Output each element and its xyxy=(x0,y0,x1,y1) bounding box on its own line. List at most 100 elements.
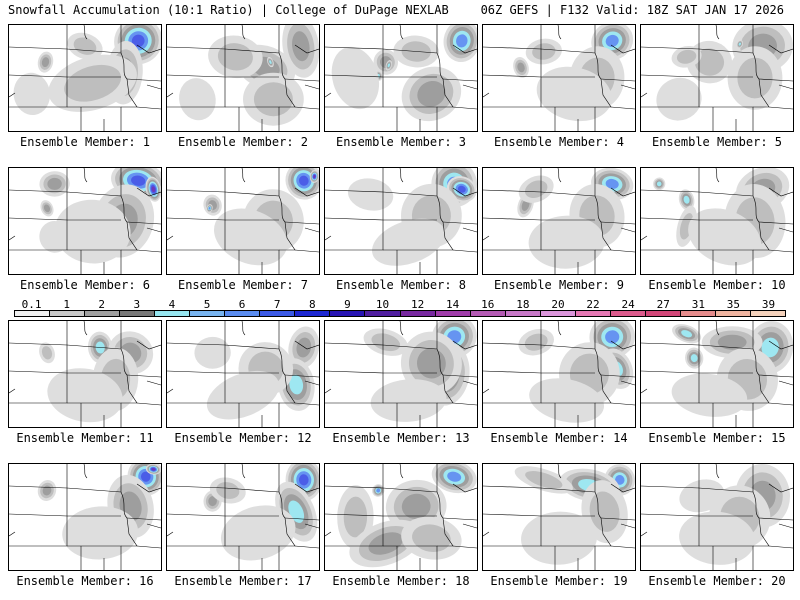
ensemble-member-map[interactable] xyxy=(324,463,478,571)
colorbar-level-label: 1 xyxy=(63,298,70,311)
colorbar-swatch xyxy=(470,311,506,316)
snowfall-map xyxy=(641,464,793,570)
snowfall-shading xyxy=(39,331,154,423)
snow-contour xyxy=(370,379,447,422)
ensemble-member-map[interactable] xyxy=(8,167,162,275)
run-valid-time: 06Z GEFS | F132 Valid: 18Z SAT JAN 17 20… xyxy=(480,3,784,17)
ensemble-member-label: Ensemble Member: 20 xyxy=(648,574,786,588)
colorbar-level-label: 18 xyxy=(516,298,530,311)
snowfall-map xyxy=(641,321,793,427)
colorbar-level-label: 5 xyxy=(203,298,211,311)
snow-contour xyxy=(47,177,62,190)
snow-contour xyxy=(676,49,697,64)
ensemble-member-map[interactable] xyxy=(166,167,320,275)
colorbar-level-label: 6 xyxy=(238,298,246,311)
snow-contour xyxy=(343,496,368,538)
colorbar-level-label: 20 xyxy=(551,298,565,311)
snow-contour xyxy=(412,524,451,552)
snow-contour xyxy=(517,62,525,73)
state-borders xyxy=(641,168,793,274)
state-borders xyxy=(483,25,635,131)
snow-contour xyxy=(681,330,693,338)
ensemble-member-map[interactable] xyxy=(166,24,320,132)
ensemble-member-map[interactable] xyxy=(640,320,794,428)
snow-contour xyxy=(208,496,217,507)
snow-contour xyxy=(296,337,312,358)
snowfall-shading xyxy=(513,25,634,122)
snowfall-shading xyxy=(363,321,477,422)
colorbar-swatch xyxy=(610,311,646,316)
state-borders xyxy=(167,168,319,274)
state-borders xyxy=(9,168,161,274)
ensemble-member-map[interactable] xyxy=(640,463,794,571)
ensemble-member-map[interactable] xyxy=(482,167,636,275)
state-borders xyxy=(325,464,477,570)
snowfall-map xyxy=(483,321,635,427)
state-borders xyxy=(167,25,319,131)
snow-contour xyxy=(671,373,748,417)
snowfall-shading xyxy=(194,326,319,420)
snow-contour xyxy=(298,474,309,486)
colorbar-level-label: 3 xyxy=(133,298,141,311)
snowfall-map xyxy=(9,321,161,427)
snow-contour xyxy=(43,204,51,213)
snow-contour xyxy=(131,175,146,186)
ensemble-member-map[interactable] xyxy=(324,320,478,428)
ensemble-member-label: Ensemble Member: 10 xyxy=(648,278,786,292)
colorbar-swatch xyxy=(85,311,121,316)
snow-contour xyxy=(717,334,747,350)
ensemble-member-map[interactable] xyxy=(8,24,162,132)
colorbar-level-label: 0.1 xyxy=(21,298,42,311)
colorbar-level-label: 4 xyxy=(168,298,176,311)
ensemble-member-label: Ensemble Member: 17 xyxy=(174,574,312,588)
snowfall-shading xyxy=(653,168,790,266)
colorbar-level-label: 27 xyxy=(656,298,670,311)
ensemble-member-map[interactable] xyxy=(324,167,478,275)
snow-contour xyxy=(694,48,725,76)
colorbar-level-label: 9 xyxy=(344,298,351,311)
colorbar-swatch xyxy=(575,311,611,316)
snow-contour xyxy=(313,175,316,178)
ensemble-member-map[interactable] xyxy=(324,24,478,132)
colorbar-level-label: 10 xyxy=(375,298,390,311)
ensemble-member-label: Ensemble Member: 14 xyxy=(490,431,628,445)
colorbar-swatch xyxy=(435,311,471,316)
snow-contour xyxy=(417,80,446,107)
ensemble-member-label: Ensemble Member: 2 xyxy=(177,135,309,149)
colorbar-swatch xyxy=(505,311,541,316)
snow-contour xyxy=(372,218,446,266)
ensemble-member-map[interactable] xyxy=(482,24,636,132)
ensemble-member-map[interactable] xyxy=(482,463,636,571)
colorbar-labels: 0.1 1 2 3 4 5 6 7 8 9 10 12 14 16 18 20 22 24 27 31 35 39 xyxy=(14,298,786,311)
ensemble-member-map[interactable] xyxy=(8,320,162,428)
colorbar-swatch xyxy=(15,311,51,316)
snowfall-shading xyxy=(39,168,161,264)
colorbar-swatch xyxy=(330,311,366,316)
snow-contour xyxy=(208,207,211,210)
ensemble-member-map[interactable] xyxy=(166,320,320,428)
ensemble-member-map[interactable] xyxy=(640,24,794,132)
snowfall-shading xyxy=(514,464,635,565)
ensemble-member-map[interactable] xyxy=(640,167,794,275)
snow-contour xyxy=(737,57,773,99)
snow-contour xyxy=(387,63,391,68)
snow-contour xyxy=(140,471,151,482)
ensemble-member-map[interactable] xyxy=(8,463,162,571)
state-borders xyxy=(325,168,477,274)
colorbar-level-label: 7 xyxy=(273,298,281,311)
ensemble-member-label: Ensemble Member: 15 xyxy=(648,431,786,445)
snow-contour xyxy=(536,66,612,122)
colorbar-swatch xyxy=(750,311,786,316)
snow-contour xyxy=(524,333,548,351)
snow-contour xyxy=(416,348,446,379)
snow-contour xyxy=(656,181,662,187)
snow-contour xyxy=(401,493,431,520)
ensemble-member-map[interactable] xyxy=(166,463,320,571)
snowfall-map xyxy=(325,464,477,570)
snow-contour xyxy=(179,78,216,121)
snowfall-map xyxy=(167,321,319,427)
ensemble-member-map[interactable] xyxy=(482,320,636,428)
state-borders xyxy=(167,321,319,427)
state-borders xyxy=(483,168,635,274)
snow-contour xyxy=(292,31,310,62)
